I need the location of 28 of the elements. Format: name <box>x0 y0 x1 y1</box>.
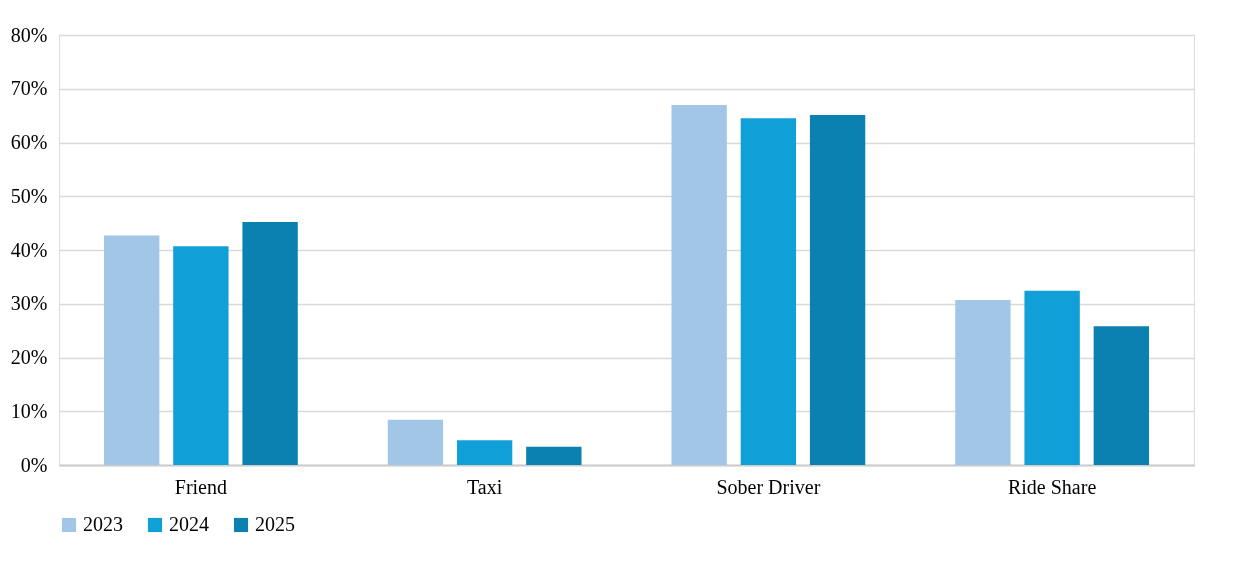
y-tick-label: 10% <box>10 399 48 422</box>
y-tick-label: 80% <box>10 23 48 46</box>
bar <box>955 299 1011 465</box>
x-tick-label: Sober Driver <box>716 475 821 498</box>
x-tick-label: Taxi <box>466 475 503 498</box>
y-tick-label: 30% <box>10 292 48 315</box>
bar <box>526 446 582 465</box>
legend-label: 2023 <box>83 513 123 535</box>
bar <box>242 222 298 465</box>
bar <box>1024 290 1080 465</box>
y-tick-label: 70% <box>10 77 48 100</box>
bar <box>671 104 727 465</box>
bar <box>809 115 866 465</box>
y-tick-label: 50% <box>10 184 48 207</box>
legend-label: 2024 <box>169 513 209 535</box>
bar <box>456 440 513 465</box>
bar <box>387 419 444 465</box>
legend-label: 2025 <box>255 513 295 535</box>
y-tick-label: 40% <box>10 238 48 261</box>
bar <box>103 235 160 465</box>
x-tick-label: Friend <box>174 475 227 498</box>
bar <box>173 246 229 465</box>
x-tick-label: Ride Share <box>1007 475 1097 498</box>
y-tick-label: 0% <box>20 453 48 476</box>
bar <box>740 118 797 465</box>
y-tick-label: 60% <box>10 131 48 153</box>
bar <box>1093 326 1150 465</box>
y-tick-label: 20% <box>10 346 48 368</box>
